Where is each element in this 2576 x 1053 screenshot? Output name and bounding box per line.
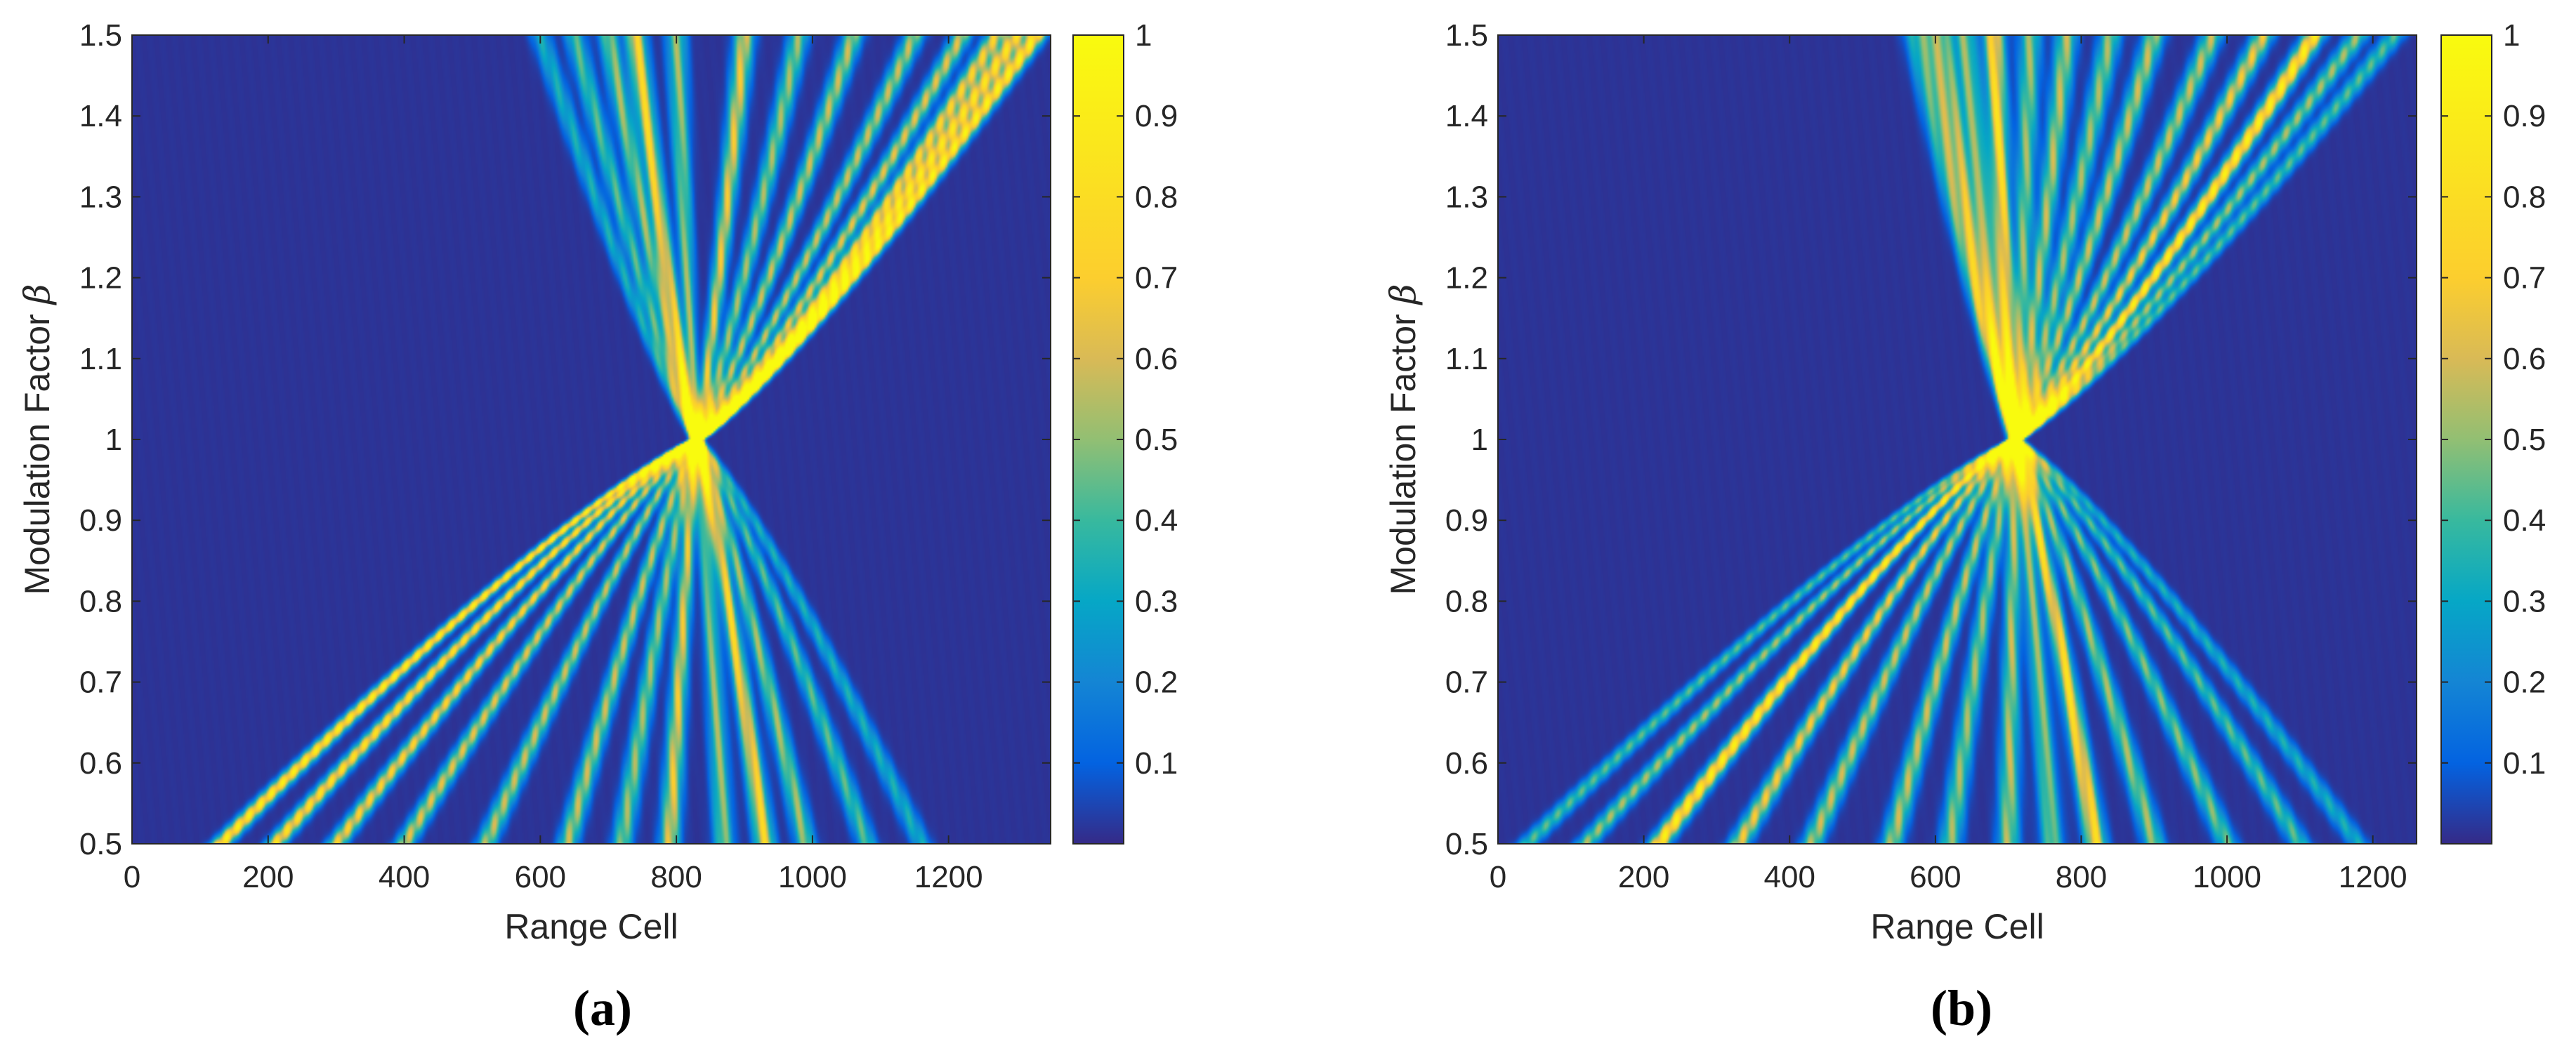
y-tick-label: 0.9 — [79, 503, 122, 538]
x-tick-label: 800 — [2056, 860, 2107, 894]
colorbar-tick-label: 0.1 — [1135, 746, 1178, 781]
y-tick-label: 1.2 — [79, 261, 122, 296]
y-tick-label: 0.9 — [1445, 503, 1488, 538]
colorbar-tick-label: 0.1 — [2503, 746, 2546, 781]
y-tick-label: 0.5 — [1445, 827, 1488, 861]
x-tick-label: 1000 — [2193, 860, 2261, 894]
y-axis-label-b: Modulation Factor β — [1383, 284, 1424, 595]
y-tick-label: 0.8 — [1445, 584, 1488, 618]
colorbar-b — [2440, 34, 2492, 845]
y-tick-label: 1.1 — [79, 342, 122, 376]
colorbar-tick-label: 0.6 — [1135, 342, 1178, 376]
x-ticks-b: 0 200 400 600 800 1000 1200 — [1490, 35, 2407, 894]
x-axis-label-a: Range Cell — [504, 907, 678, 946]
colorbar-tick-label: 0.9 — [2503, 99, 2546, 133]
y-tick-label: 0.5 — [79, 827, 122, 861]
heatmap-a — [132, 35, 1051, 844]
y-tick-label: 0.6 — [1445, 746, 1488, 781]
colorbar-tick-label: 0.8 — [1135, 180, 1178, 214]
y-tick-label: 0.7 — [79, 665, 122, 700]
colorbar-tick-label: 1 — [1135, 18, 1152, 53]
y-axis-label-symbol-a: β — [17, 284, 58, 306]
panel-label-b: (b) — [1931, 980, 1992, 1036]
y-axis-label-text-a: Modulation Factor — [18, 304, 57, 595]
x-tick-label: 200 — [242, 860, 294, 894]
y-tick-label: 0.6 — [79, 746, 122, 781]
y-axis-label-a: Modulation Factor β — [17, 284, 58, 595]
x-tick-label: 0 — [1490, 860, 1506, 894]
x-tick-label: 400 — [379, 860, 430, 894]
colorbar-ticks-a: 0.1 0.2 0.3 0.4 0.5 0.6 0.7 0.8 0.9 1 — [1073, 18, 1178, 781]
x-tick-label: 800 — [650, 860, 702, 894]
y-tick-label: 0.8 — [79, 584, 122, 618]
colorbar-tick-label: 0.2 — [1135, 665, 1178, 700]
y-tick-label: 1.5 — [79, 18, 122, 53]
x-tick-label: 400 — [1764, 860, 1815, 894]
x-tick-label: 1200 — [914, 860, 983, 894]
y-ticks-b: 0.5 0.6 0.7 0.8 0.9 1 1.1 1.2 1.3 1.4 1.5 — [1445, 18, 2417, 861]
colorbar-ticks-b: 0.1 0.2 0.3 0.4 0.5 0.6 0.7 0.8 0.9 1 — [2441, 18, 2546, 781]
colorbar-tick-label: 0.9 — [1135, 99, 1178, 133]
y-ticks-a: 0.5 0.6 0.7 0.8 0.9 1 1.1 1.2 1.3 1.4 1.5 — [79, 18, 1051, 861]
colorbar-tick-label: 0.6 — [2503, 342, 2546, 376]
y-tick-label: 1.5 — [1445, 18, 1488, 53]
colorbar-tick-label: 0.3 — [2503, 584, 2546, 618]
y-tick-label: 1.1 — [1445, 342, 1488, 376]
panel-b: 0 200 400 600 800 1000 1200 0.5 0.6 0.7 0.8 0.9 1 1.… — [1383, 18, 2546, 1036]
x-axis-label-b: Range Cell — [1870, 907, 2044, 946]
x-ticks-a: 0 200 400 600 800 1000 1200 — [124, 35, 983, 894]
y-tick-label: 1 — [1471, 423, 1488, 457]
colorbar-tick-label: 0.5 — [1135, 423, 1178, 457]
x-tick-label: 1200 — [2339, 860, 2407, 894]
y-tick-label: 1.3 — [79, 180, 122, 214]
heatmap-b — [1498, 35, 2417, 844]
y-tick-label: 0.7 — [1445, 665, 1488, 700]
colorbar-tick-label: 0.7 — [1135, 261, 1178, 296]
colorbar-tick-label: 0.5 — [2503, 423, 2546, 457]
x-tick-label: 600 — [1910, 860, 1961, 894]
colorbar-tick-label: 0.7 — [2503, 261, 2546, 296]
x-tick-label: 200 — [1618, 860, 1669, 894]
colorbar-a — [1072, 34, 1124, 845]
y-axis-label-text-b: Modulation Factor — [1384, 304, 1423, 595]
colorbar-tick-label: 1 — [2503, 18, 2520, 53]
colorbar-tick-label: 0.4 — [2503, 503, 2546, 538]
y-tick-label: 1.4 — [79, 99, 122, 133]
y-tick-label: 1 — [105, 423, 122, 457]
colorbar-tick-label: 0.4 — [1135, 503, 1178, 538]
panel-label-a: (a) — [573, 980, 632, 1036]
y-tick-label: 1.3 — [1445, 180, 1488, 214]
colorbar-tick-label: 0.8 — [2503, 180, 2546, 214]
x-tick-label: 0 — [124, 860, 140, 894]
heatmap-canvas-b — [1498, 35, 2417, 844]
colorbar-tick-label: 0.3 — [1135, 584, 1178, 618]
y-axis-label-symbol-b: β — [1383, 284, 1424, 306]
x-tick-label: 1000 — [778, 860, 847, 894]
heatmap-canvas-a — [132, 35, 1051, 844]
y-tick-label: 1.2 — [1445, 261, 1488, 296]
y-tick-label: 1.4 — [1445, 99, 1488, 133]
panel-a: 0 200 400 600 800 1000 1200 0.5 0.6 0.7 0.8 0.9 1 1.… — [17, 18, 1178, 1036]
colorbar-tick-label: 0.2 — [2503, 665, 2546, 700]
x-tick-label: 600 — [515, 860, 566, 894]
